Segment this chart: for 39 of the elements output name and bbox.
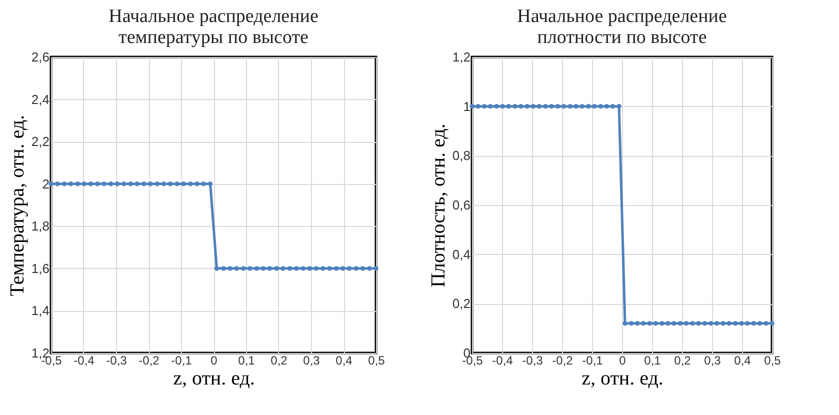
y-axis-title: Плотность, отн. ед.	[427, 124, 450, 288]
y-tick-label: 1,8	[31, 218, 50, 234]
x-tick-label: -0,3	[106, 354, 128, 368]
x-tick-label: 0,5	[368, 354, 386, 368]
x-tick-label: -0,3	[522, 354, 544, 368]
x-tick-label: 0,1	[644, 354, 662, 368]
x-tick-label: -0,1	[582, 354, 604, 368]
x-tick-label: 0,4	[336, 354, 353, 368]
y-tick-label: 2,4	[31, 92, 50, 107]
x-tick-label: 0,3	[303, 354, 320, 368]
x-tick-label: 0	[210, 354, 218, 368]
x-tick-label: 0,3	[704, 354, 722, 368]
x-tick-label: -0,4	[74, 354, 95, 368]
y-tick-label: 1,6	[31, 260, 50, 276]
y-tick-label: 0,6	[452, 198, 470, 212]
x-tick-label: 0,2	[674, 354, 692, 368]
x-tick-label: -0,1	[171, 354, 192, 368]
y-tick-label: 0,8	[452, 148, 470, 164]
y-tick-label: 2,6	[31, 50, 50, 64]
y-tick-label: 2	[42, 176, 50, 192]
y-tick-label: 1,4	[31, 303, 50, 318]
y-tick-label: 1,2	[452, 50, 470, 64]
y-tick-label: 0,4	[452, 246, 470, 262]
x-tick-label: 0,1	[238, 354, 256, 368]
x-axis-title: z, отн. ед.	[582, 368, 664, 390]
y-tick-label: 0,2	[452, 296, 470, 312]
x-tick-label: -0,2	[138, 354, 160, 368]
x-tick-label: 0,2	[270, 354, 288, 368]
x-tick-label: -0,4	[492, 354, 514, 368]
chart-title: Начальное распределение температуры по высоте	[108, 6, 318, 48]
y-tick-label: 1	[463, 98, 470, 114]
x-tick-label: -0,2	[552, 354, 574, 368]
y-axis-title: Температура, отн. ед.	[6, 114, 28, 296]
x-axis-title: z, отн. ед.	[173, 368, 255, 390]
x-tick-label: 0	[619, 354, 626, 368]
x-tick-label: 0,4	[734, 354, 752, 368]
x-tick-label: 0,5	[764, 354, 782, 368]
chart-title: Начальное распределение плотности по высоте	[517, 6, 727, 48]
y-tick-label: 2,2	[31, 134, 50, 150]
